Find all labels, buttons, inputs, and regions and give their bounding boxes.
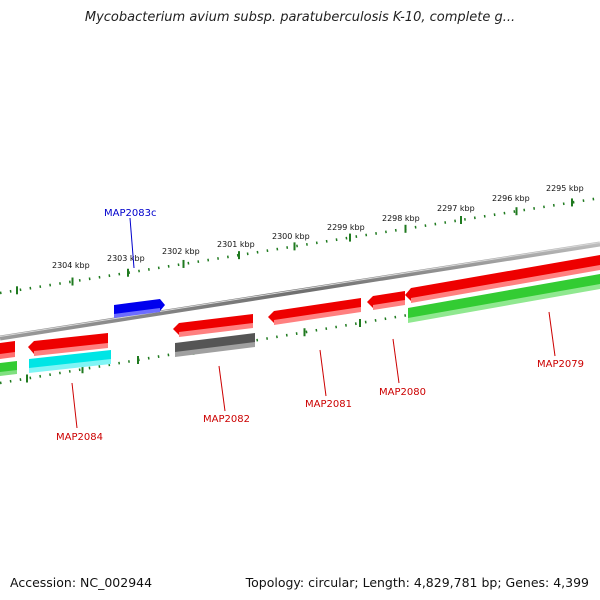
accession-text: Accession: NC_002944 (10, 575, 153, 590)
gene-map2084-region-red[interactable] (28, 333, 108, 356)
gene-map2082[interactable] (173, 314, 253, 337)
scale-label: 2301 kbp (217, 240, 255, 249)
gene-feature[interactable] (0, 341, 15, 359)
gene-gray[interactable] (175, 333, 255, 357)
scale-label: 2304 kbp (52, 261, 90, 270)
outer-scale (0, 196, 600, 295)
genes-forward[interactable] (0, 255, 600, 359)
gene-map2079[interactable] (405, 255, 600, 303)
scale-label: 2295 kbp (546, 184, 584, 193)
scale-label: 2303 kbp (107, 254, 145, 263)
gene-map2083c[interactable] (114, 299, 165, 318)
gene-label-map2083c: MAP2083c (104, 208, 156, 219)
topology-text: Topology: circular; Length: 4,829,781 bp… (245, 575, 589, 590)
gene-labels: MAP2083c MAP2084 MAP2082 MAP2081 MAP2080… (56, 208, 584, 443)
gene-cyan[interactable] (29, 350, 111, 373)
gene-label-map2079: MAP2079 (537, 359, 584, 370)
scale-label: 2297 kbp (437, 204, 475, 213)
scale-label: 2299 kbp (327, 223, 365, 232)
gene-label-map2082: MAP2082 (203, 414, 250, 425)
map-title: Mycobacterium avium subsp. paratuberculo… (84, 10, 516, 25)
backbone (0, 241, 600, 341)
scale-label: 2298 kbp (382, 214, 420, 223)
genes-track-2[interactable] (0, 274, 600, 376)
scale-label: 2302 kbp (162, 247, 200, 256)
gene-label-map2081: MAP2081 (305, 399, 352, 410)
gene-green-right[interactable] (408, 274, 600, 323)
scale-labels: 2304 kbp 2303 kbp 2302 kbp 2301 kbp 2300… (52, 184, 584, 270)
gene-map2080[interactable] (367, 291, 405, 310)
label-leaders (71, 217, 556, 429)
gene-green-left[interactable] (0, 361, 17, 376)
scale-label: 2300 kbp (272, 232, 310, 241)
scale-label: 2296 kbp (492, 194, 530, 203)
gene-label-map2084: MAP2084 (56, 432, 103, 443)
gene-label-map2080: MAP2080 (379, 387, 426, 398)
gene-map2081[interactable] (268, 298, 361, 325)
